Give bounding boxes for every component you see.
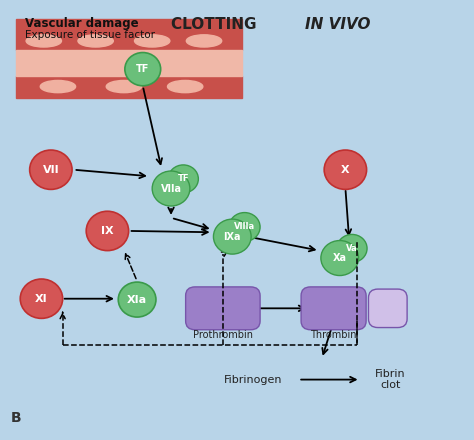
Text: VIIIa: VIIIa: [234, 223, 255, 231]
Circle shape: [229, 213, 260, 242]
FancyBboxPatch shape: [368, 289, 407, 327]
Text: Xa: Xa: [333, 253, 346, 263]
Circle shape: [213, 219, 251, 254]
Text: X: X: [341, 165, 350, 175]
Circle shape: [168, 165, 198, 193]
Circle shape: [321, 241, 358, 275]
Circle shape: [30, 150, 72, 189]
Text: IXa: IXa: [224, 231, 241, 242]
Bar: [16, 50, 242, 76]
Circle shape: [337, 235, 367, 262]
Text: TF: TF: [178, 174, 189, 183]
Ellipse shape: [167, 81, 203, 93]
Text: Vascular damage: Vascular damage: [25, 17, 138, 29]
Ellipse shape: [78, 35, 113, 47]
Text: IN VIVO: IN VIVO: [305, 17, 371, 32]
Text: Fibrinogen: Fibrinogen: [224, 374, 283, 385]
Circle shape: [324, 150, 366, 189]
Ellipse shape: [26, 35, 62, 47]
Text: TF: TF: [136, 64, 149, 74]
Circle shape: [86, 211, 128, 251]
Text: IX: IX: [101, 226, 114, 236]
Text: B: B: [11, 411, 21, 425]
Text: XIa: XIa: [127, 294, 147, 304]
Text: Thrombin: Thrombin: [310, 330, 357, 340]
Ellipse shape: [40, 81, 76, 93]
FancyBboxPatch shape: [301, 287, 366, 330]
Text: Exposure of tissue factor: Exposure of tissue factor: [25, 30, 155, 40]
Text: Va: Va: [346, 244, 358, 253]
Text: CLOTTING: CLOTTING: [171, 17, 262, 32]
Bar: [16, 19, 242, 50]
Text: Fibrin
clot: Fibrin clot: [375, 369, 405, 390]
Ellipse shape: [186, 35, 222, 47]
FancyBboxPatch shape: [186, 287, 260, 330]
Text: XI: XI: [35, 294, 48, 304]
Bar: [16, 76, 242, 98]
Text: VII: VII: [43, 165, 59, 175]
Circle shape: [152, 171, 190, 206]
Ellipse shape: [135, 35, 170, 47]
Circle shape: [125, 52, 161, 86]
Circle shape: [118, 282, 156, 317]
Text: Prothrombin: Prothrombin: [193, 330, 253, 340]
Circle shape: [20, 279, 63, 319]
Ellipse shape: [106, 81, 142, 93]
Text: VIIa: VIIa: [161, 183, 182, 194]
